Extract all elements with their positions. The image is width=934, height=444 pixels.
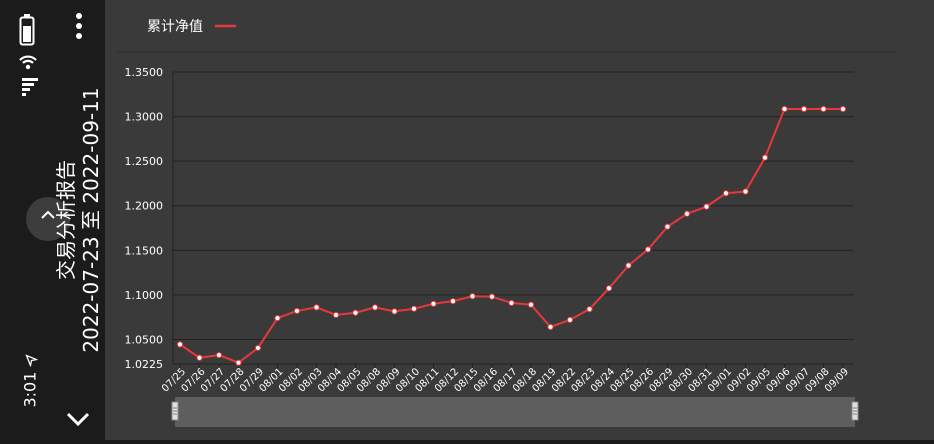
y-tick-label: 1.2500 [125,155,164,168]
back-button[interactable] [26,197,70,241]
data-point[interactable] [254,344,262,352]
data-point[interactable] [508,299,515,307]
data-point[interactable] [761,154,769,161]
y-tick-label: 1.1000 [125,289,164,302]
data-point[interactable] [586,306,593,313]
zoom-handle-left[interactable] [171,401,179,421]
data-point[interactable] [410,305,418,312]
y-tick-label: 1.0225 [125,358,164,371]
data-point[interactable] [176,341,184,348]
data-point[interactable] [566,316,574,323]
zoom-handle-right[interactable] [851,401,859,421]
data-point[interactable] [781,105,788,113]
data-point[interactable] [449,298,457,305]
status-time: 3:01 [20,371,40,408]
y-tick-label: 1.0500 [125,333,164,346]
data-point[interactable] [722,190,730,197]
battery-icon [19,14,35,46]
data-point[interactable] [605,285,613,292]
legend-label: 累计净值 [147,19,203,35]
location-arrow-icon [24,354,39,368]
chart-panel: 累计净值 1.3500 1.3000 1.2500 1.2000 1.1500 1.1000… [105,0,934,440]
zoom-slider-track[interactable] [175,397,855,427]
chevron-down-icon[interactable] [64,408,92,430]
data-point[interactable] [430,300,437,307]
more-vertical-icon[interactable] [70,12,88,40]
data-point[interactable] [313,304,320,311]
data-point[interactable] [800,105,808,113]
data-point[interactable] [196,354,203,361]
signal-icon [22,78,38,96]
data-point[interactable] [703,203,710,210]
data-point[interactable] [371,304,379,311]
report-title: 交易分析报告 [54,160,78,280]
data-point[interactable] [469,293,476,300]
chevron-left-icon [41,210,55,219]
data-point[interactable] [527,301,535,308]
nav-chart: 累计净值 1.3500 1.3000 1.2500 1.2000 1.1500 1.1000… [117,19,895,427]
sidebar: 交易分析报告 2022-07-23 至 2022-09-11 3:01 [0,0,105,440]
data-point[interactable] [664,223,671,230]
data-point[interactable] [352,309,359,316]
data-point[interactable] [488,293,496,300]
data-point[interactable] [235,359,242,366]
data-point[interactable] [391,308,398,315]
data-point[interactable] [644,246,652,253]
data-point[interactable] [683,210,691,217]
data-point[interactable] [332,311,340,319]
series-line [179,108,843,364]
data-point[interactable] [820,105,827,113]
wifi-icon [19,55,37,70]
data-point[interactable] [742,188,749,195]
data-point[interactable] [293,307,301,315]
data-point[interactable] [625,262,632,269]
y-tick-label: 1.1500 [125,244,164,257]
data-point[interactable] [215,351,223,359]
y-tick-label: 1.3500 [125,66,164,79]
y-tick-label: 1.3000 [125,111,164,124]
data-point[interactable] [274,314,281,322]
y-tick-label: 1.2000 [125,200,164,213]
data-point[interactable] [547,323,554,331]
data-point[interactable] [839,105,847,113]
report-period: 2022-07-23 至 2022-09-11 [79,87,103,353]
